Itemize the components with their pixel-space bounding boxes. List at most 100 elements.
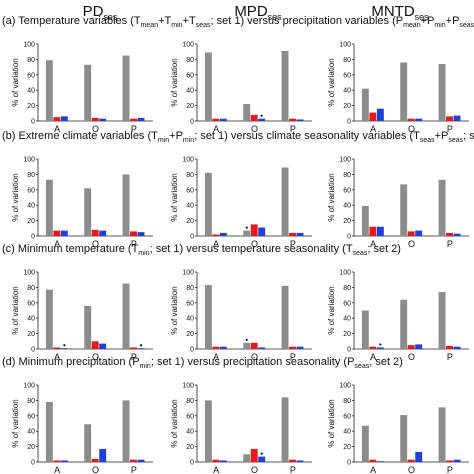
y-tick-label: 40 [186, 88, 194, 95]
gray-bar [438, 292, 446, 349]
y-tick-label: 60 [186, 72, 194, 79]
significance-marker [245, 338, 248, 341]
y-tick-label: 0 [31, 119, 35, 126]
y-axis-label: % of variation [327, 286, 336, 334]
gray-bar [243, 342, 251, 349]
column-header-sub: ses [268, 12, 283, 22]
x-category-label: A [54, 124, 60, 134]
row-title-text: (c) Minimum temperature (T [2, 243, 139, 255]
column-header: MNTDses [371, 3, 429, 22]
red-bar [289, 346, 296, 349]
x-category-label: O [92, 465, 99, 474]
column-header: MPDses [234, 3, 282, 22]
x-category-label: A [370, 352, 376, 362]
red-bar [369, 226, 377, 236]
column-header-main: MNTD [371, 3, 414, 20]
y-tick-label: 40 [343, 429, 351, 436]
y-tick-label: 20 [186, 103, 194, 110]
gray-bar [84, 424, 92, 462]
x-category-label: O [251, 124, 258, 134]
y-tick-label: 80 [343, 57, 351, 64]
bar-panel: % of variation 0 20 40 60 80 100 A O P [327, 42, 469, 134]
x-category-label: O [408, 124, 415, 134]
y-tick-label: 20 [186, 444, 194, 451]
gray-bar [400, 299, 408, 349]
x-category-label: P [131, 124, 137, 134]
y-tick-label: 20 [27, 218, 35, 225]
row-title-text: (b) Extreme climate variables (T [2, 130, 158, 142]
gray-bar [45, 179, 53, 236]
blue-bar [415, 451, 423, 462]
x-category-label: P [290, 465, 296, 474]
red-bar [369, 112, 377, 121]
gray-bar [84, 305, 92, 349]
x-category-label: P [447, 465, 453, 474]
y-tick-label: 100 [182, 42, 194, 49]
y-axis-label: % of variation [170, 173, 179, 221]
red-bar [53, 230, 61, 236]
red-bar [53, 460, 61, 462]
blue-bar [258, 347, 266, 349]
y-tick-label: 60 [343, 187, 351, 194]
y-tick-label: 40 [343, 88, 351, 95]
bar-panel: % of variation 0 20 40 60 80 100 A O P [327, 270, 469, 362]
row-title-text: (a) Temperature variables (T [2, 15, 141, 27]
gray-bar [361, 310, 369, 349]
gray-bar [400, 62, 408, 121]
row-title: (b) Extreme climate variables (Tmin+Pmin… [2, 130, 474, 144]
y-axis-label: % of variation [11, 173, 20, 221]
y-tick-label: 80 [186, 398, 194, 405]
y-tick-label: 100 [23, 157, 35, 164]
red-bar [407, 345, 415, 349]
x-category-label: A [54, 352, 60, 362]
row-title-subscript: min [138, 250, 149, 257]
blue-bar [258, 456, 266, 462]
y-tick-label: 80 [27, 285, 35, 292]
gray-bar [438, 64, 446, 121]
row-title-text: +P [169, 130, 183, 142]
x-category-label: O [408, 352, 415, 362]
row-title-subscript: min [171, 22, 182, 29]
row-title-subscript: seas [354, 363, 369, 370]
x-category-label: A [54, 239, 60, 249]
x-category-label: P [447, 352, 453, 362]
y-tick-label: 100 [23, 383, 35, 390]
row-title: (a) Temperature variables (Tmean+Tmin+Ts… [2, 15, 474, 29]
red-bar [91, 458, 99, 462]
x-category-label: A [54, 465, 60, 474]
y-axis-label: % of variation [11, 399, 20, 447]
y-tick-label: 60 [186, 300, 194, 307]
red-bar [212, 459, 220, 462]
y-tick-label: 40 [186, 203, 194, 210]
red-bar [250, 448, 258, 462]
row-title-subscript: seas [353, 250, 368, 257]
row-title-text: +T [158, 15, 171, 27]
x-category-label: P [447, 239, 453, 249]
column-header-main: MPD [234, 3, 268, 20]
y-tick-label: 100 [339, 157, 351, 164]
gray-bar [84, 64, 92, 121]
y-axis-label: % of variation [327, 399, 336, 447]
blue-bar [60, 460, 68, 462]
red-bar [446, 116, 453, 121]
y-tick-label: 80 [186, 285, 194, 292]
red-bar [91, 229, 99, 236]
x-category-label: A [370, 465, 376, 474]
significance-marker [63, 344, 66, 347]
red-bar [250, 224, 258, 236]
row-title-text: +P [421, 15, 435, 27]
y-tick-label: 100 [182, 383, 194, 390]
red-bar [91, 341, 99, 349]
y-tick-label: 60 [27, 300, 35, 307]
blue-bar [60, 116, 68, 121]
red-bar [289, 118, 296, 121]
red-bar [289, 232, 296, 236]
gray-bar [400, 184, 408, 236]
gray-bar [45, 289, 53, 349]
y-tick-label: 20 [186, 331, 194, 338]
column-header-main: PD [83, 3, 104, 20]
gray-bar [438, 407, 446, 462]
blue-bar [219, 460, 227, 462]
x-category-label: O [408, 239, 415, 249]
